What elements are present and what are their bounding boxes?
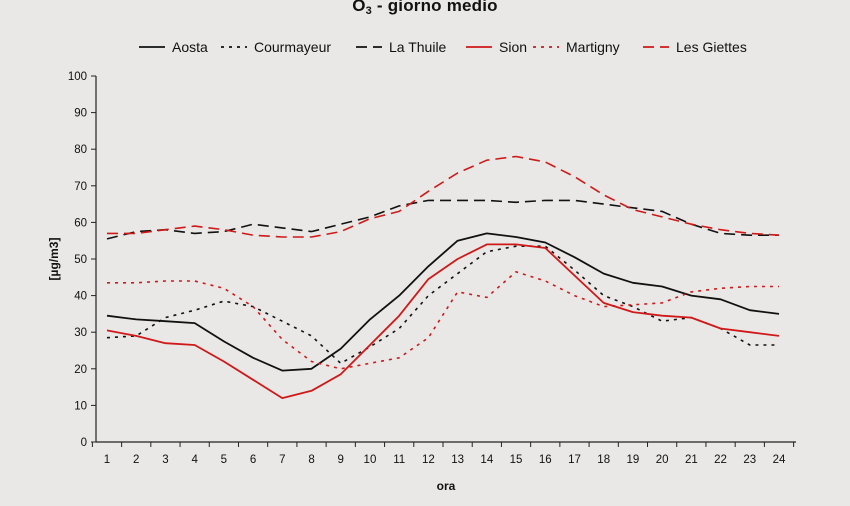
y-axis-title: [µg/m3] (47, 238, 61, 281)
chart-title: O3 - giorno medio (0, 0, 850, 17)
x-tick-label: 6 (250, 454, 256, 466)
legend-label: Martigny (566, 39, 620, 55)
series-line-martigny (107, 270, 779, 370)
x-tick-label: 12 (422, 454, 435, 466)
x-tick-label: 4 (191, 454, 198, 466)
x-tick-label: 3 (162, 454, 168, 466)
x-tick-label: 18 (597, 454, 610, 466)
series-line-aosta (106, 232, 780, 372)
x-tick-label: 21 (685, 454, 698, 466)
title-main: O (352, 0, 366, 15)
legend-label: Sion (499, 39, 527, 55)
x-tick-label: 7 (279, 454, 285, 466)
x-tick-label: 20 (656, 454, 669, 466)
x-tick-label: 2 (133, 454, 139, 466)
y-tick-label: 80 (74, 144, 87, 156)
y-tick-label: 100 (68, 71, 87, 83)
y-tick-label: 20 (74, 364, 87, 376)
y-tick-label: 40 (74, 291, 87, 303)
y-tick-label: 30 (74, 327, 87, 339)
x-tick-label: 14 (480, 454, 493, 466)
series-line-les-giettes (107, 155, 780, 238)
y-tick-label: 70 (74, 181, 87, 193)
x-axis-title: ora (437, 479, 456, 493)
x-tick-label: 13 (451, 454, 464, 466)
legend: Aosta Courmayeur La Thuile Sion Martigny Les … (139, 39, 747, 55)
x-tick-label: 8 (308, 454, 314, 466)
x-tick-label: 22 (714, 454, 727, 466)
x-tick-label: 5 (221, 454, 227, 466)
title-subscript: 3 (365, 5, 372, 17)
title-rest: - giorno medio (371, 0, 498, 15)
y-tick-label: 0 (81, 437, 87, 449)
x-tick-label: 11 (393, 454, 405, 466)
legend-label: Courmayeur (254, 39, 331, 55)
x-tick-label: 1 (104, 454, 110, 466)
y-tick-label: 50 (74, 254, 87, 266)
x-tick-label: 23 (743, 454, 756, 466)
y-tick-label: 90 (74, 108, 87, 120)
legend-label: Aosta (172, 39, 208, 55)
y-tick-label: 10 (74, 400, 87, 412)
x-tick-label: 10 (364, 454, 377, 466)
legend-label: Les Giettes (676, 39, 747, 55)
series-line-sion (106, 243, 780, 400)
series-line-courmayeur (106, 245, 779, 365)
x-tick-label: 24 (773, 454, 786, 466)
legend-label: La Thuile (389, 39, 447, 55)
x-tick-label: 9 (338, 454, 344, 466)
series-layer (106, 155, 780, 400)
series-line-la-thuile (106, 199, 779, 240)
x-tick-label: 17 (568, 454, 581, 466)
x-tick-label: 19 (627, 454, 640, 466)
x-tick-label: 16 (539, 454, 552, 466)
y-tick-label: 60 (74, 217, 87, 229)
x-tick-label: 15 (510, 454, 523, 466)
